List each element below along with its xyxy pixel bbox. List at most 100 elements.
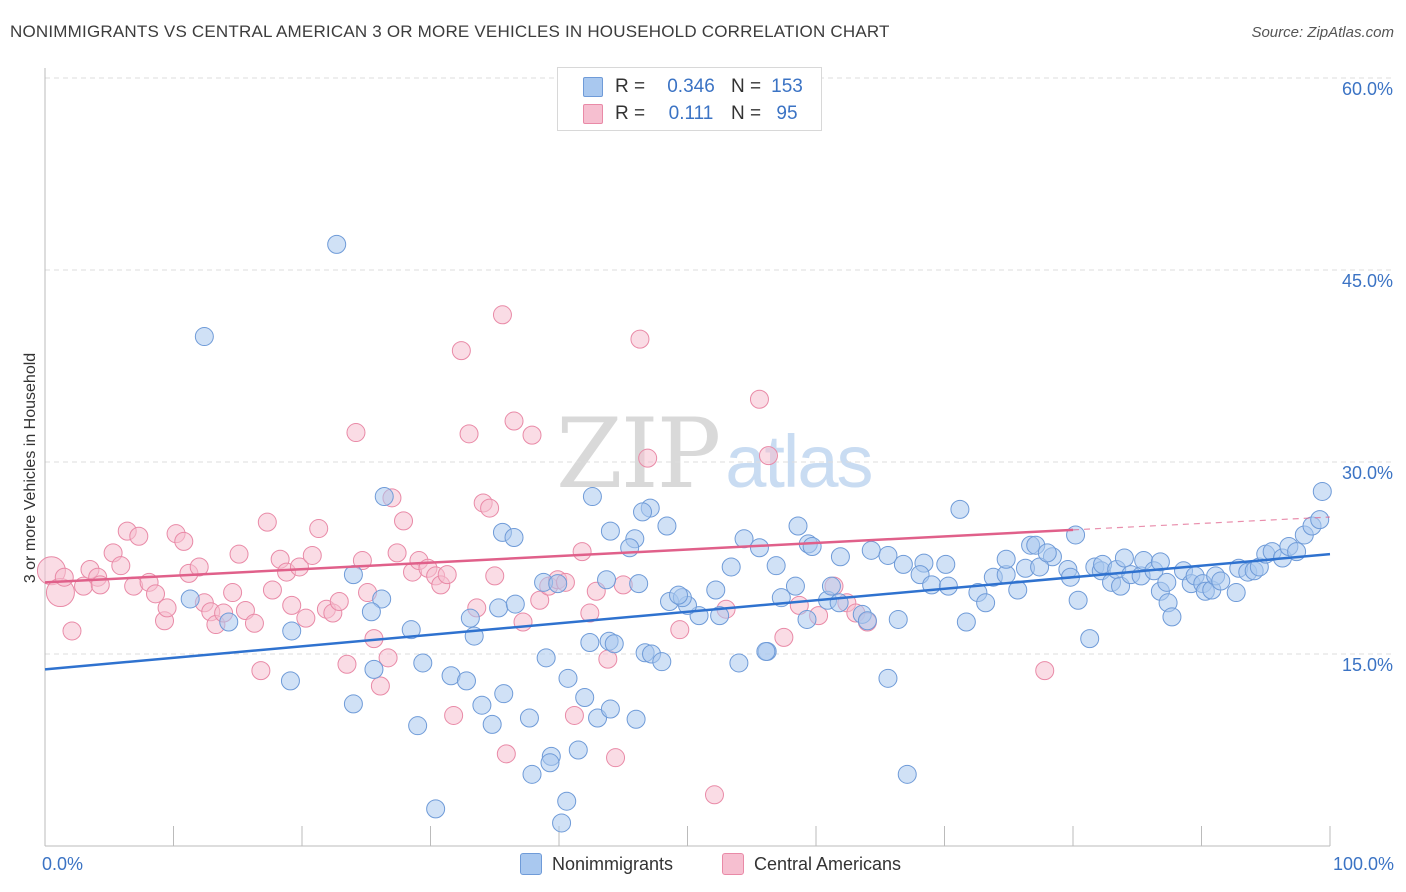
point-central-americans (251, 661, 271, 681)
point-central-americans (370, 676, 390, 696)
stats-legend: R = 0.346 N = 153 R = 0.111 N = 95 (557, 67, 822, 131)
point-central-americans (337, 654, 357, 674)
point-central-americans (174, 531, 194, 551)
pink-swatch-icon (722, 853, 744, 875)
point-central-americans (302, 545, 322, 565)
point-nonimmigrants (652, 652, 672, 672)
y-tick-label: 45.0% (1342, 271, 1393, 291)
point-central-americans (485, 566, 505, 586)
y-tick-label: 30.0% (1342, 463, 1393, 483)
point-nonimmigrants (1226, 583, 1246, 603)
point-nonimmigrants (996, 549, 1016, 569)
trendline-central-americans-extension (1072, 516, 1331, 531)
point-nonimmigrants (282, 621, 302, 641)
point-nonimmigrants (597, 570, 617, 590)
point-nonimmigrants (522, 764, 542, 784)
point-central-americans (54, 567, 74, 587)
point-nonimmigrants (1310, 510, 1330, 530)
x-tick-label: 100.0% (1333, 854, 1394, 874)
point-central-americans (437, 565, 457, 585)
point-nonimmigrants (558, 668, 578, 688)
point-nonimmigrants (575, 688, 595, 708)
point-nonimmigrants (374, 487, 394, 507)
point-nonimmigrants (1037, 543, 1057, 563)
point-central-americans (670, 620, 690, 640)
point-central-americans (704, 785, 724, 805)
point-nonimmigrants (1114, 548, 1134, 568)
legend-label: Central Americans (754, 853, 902, 874)
point-nonimmigrants (878, 545, 898, 565)
point-central-americans (289, 557, 309, 577)
point-nonimmigrants (504, 528, 524, 548)
point-nonimmigrants (460, 608, 480, 628)
point-nonimmigrants (936, 554, 956, 574)
point-nonimmigrants (797, 609, 817, 629)
point-central-americans (480, 498, 500, 518)
point-nonimmigrants (710, 606, 730, 626)
y-axis-label: 3 or more Vehicles in Household (22, 352, 39, 584)
point-nonimmigrants (343, 694, 363, 714)
point-nonimmigrants (749, 538, 769, 558)
trendline-central-americans (44, 528, 1074, 584)
point-nonimmigrants (756, 641, 776, 661)
point-central-americans (146, 584, 166, 604)
point-nonimmigrants (629, 574, 649, 594)
point-central-americans (62, 621, 82, 641)
point-central-americans (244, 613, 264, 633)
point-central-americans (530, 590, 550, 610)
point-central-americans (346, 423, 366, 443)
point-nonimmigrants (557, 791, 577, 811)
point-central-americans (758, 446, 778, 466)
point-nonimmigrants (821, 576, 841, 596)
point-nonimmigrants (194, 327, 214, 347)
point-nonimmigrants (600, 521, 620, 541)
y-tick-label: 15.0% (1342, 655, 1393, 675)
point-central-americans (638, 448, 658, 468)
point-central-americans (257, 512, 277, 532)
legend-item-nonimmigrants: Nonimmigrants (520, 852, 673, 876)
point-nonimmigrants (1080, 629, 1100, 649)
point-nonimmigrants (413, 653, 433, 673)
point-nonimmigrants (372, 589, 392, 609)
point-central-americans (459, 424, 479, 444)
point-nonimmigrants (180, 589, 200, 609)
x-tick-label: 0.0% (42, 854, 83, 874)
point-nonimmigrants (401, 620, 421, 640)
point-central-americans (129, 526, 149, 546)
r-value: 0.346 (667, 76, 715, 97)
point-nonimmigrants (861, 540, 881, 560)
point-nonimmigrants (785, 576, 805, 596)
point-nonimmigrants (633, 502, 653, 522)
point-central-americans (229, 544, 249, 564)
y-tick-label: 60.0% (1342, 79, 1393, 99)
point-central-americans (262, 580, 282, 600)
point-nonimmigrants (364, 659, 384, 679)
n-label: N = (731, 76, 762, 97)
point-central-americans (492, 305, 512, 325)
point-central-americans (749, 389, 769, 409)
point-central-americans (630, 329, 650, 349)
point-nonimmigrants (626, 709, 646, 729)
n-value: 153 (771, 76, 803, 97)
point-nonimmigrants (802, 536, 822, 556)
point-nonimmigrants (950, 499, 970, 519)
point-nonimmigrants (893, 554, 913, 574)
r-label: R = (615, 76, 646, 97)
point-nonimmigrants (604, 634, 624, 654)
point-central-americans (387, 543, 407, 563)
point-nonimmigrants (482, 714, 502, 734)
point-central-americans (564, 705, 584, 725)
point-central-americans (504, 411, 524, 431)
point-nonimmigrants (706, 580, 726, 600)
point-nonimmigrants (956, 612, 976, 632)
point-central-americans (394, 511, 414, 531)
legend-label: Nonimmigrants (552, 853, 674, 874)
point-central-americans (282, 595, 302, 615)
n-value: 95 (776, 103, 798, 124)
point-nonimmigrants (361, 602, 381, 622)
point-central-americans (111, 556, 131, 576)
point-nonimmigrants (976, 593, 996, 613)
blue-swatch-icon (520, 853, 542, 875)
point-central-americans (444, 705, 464, 725)
